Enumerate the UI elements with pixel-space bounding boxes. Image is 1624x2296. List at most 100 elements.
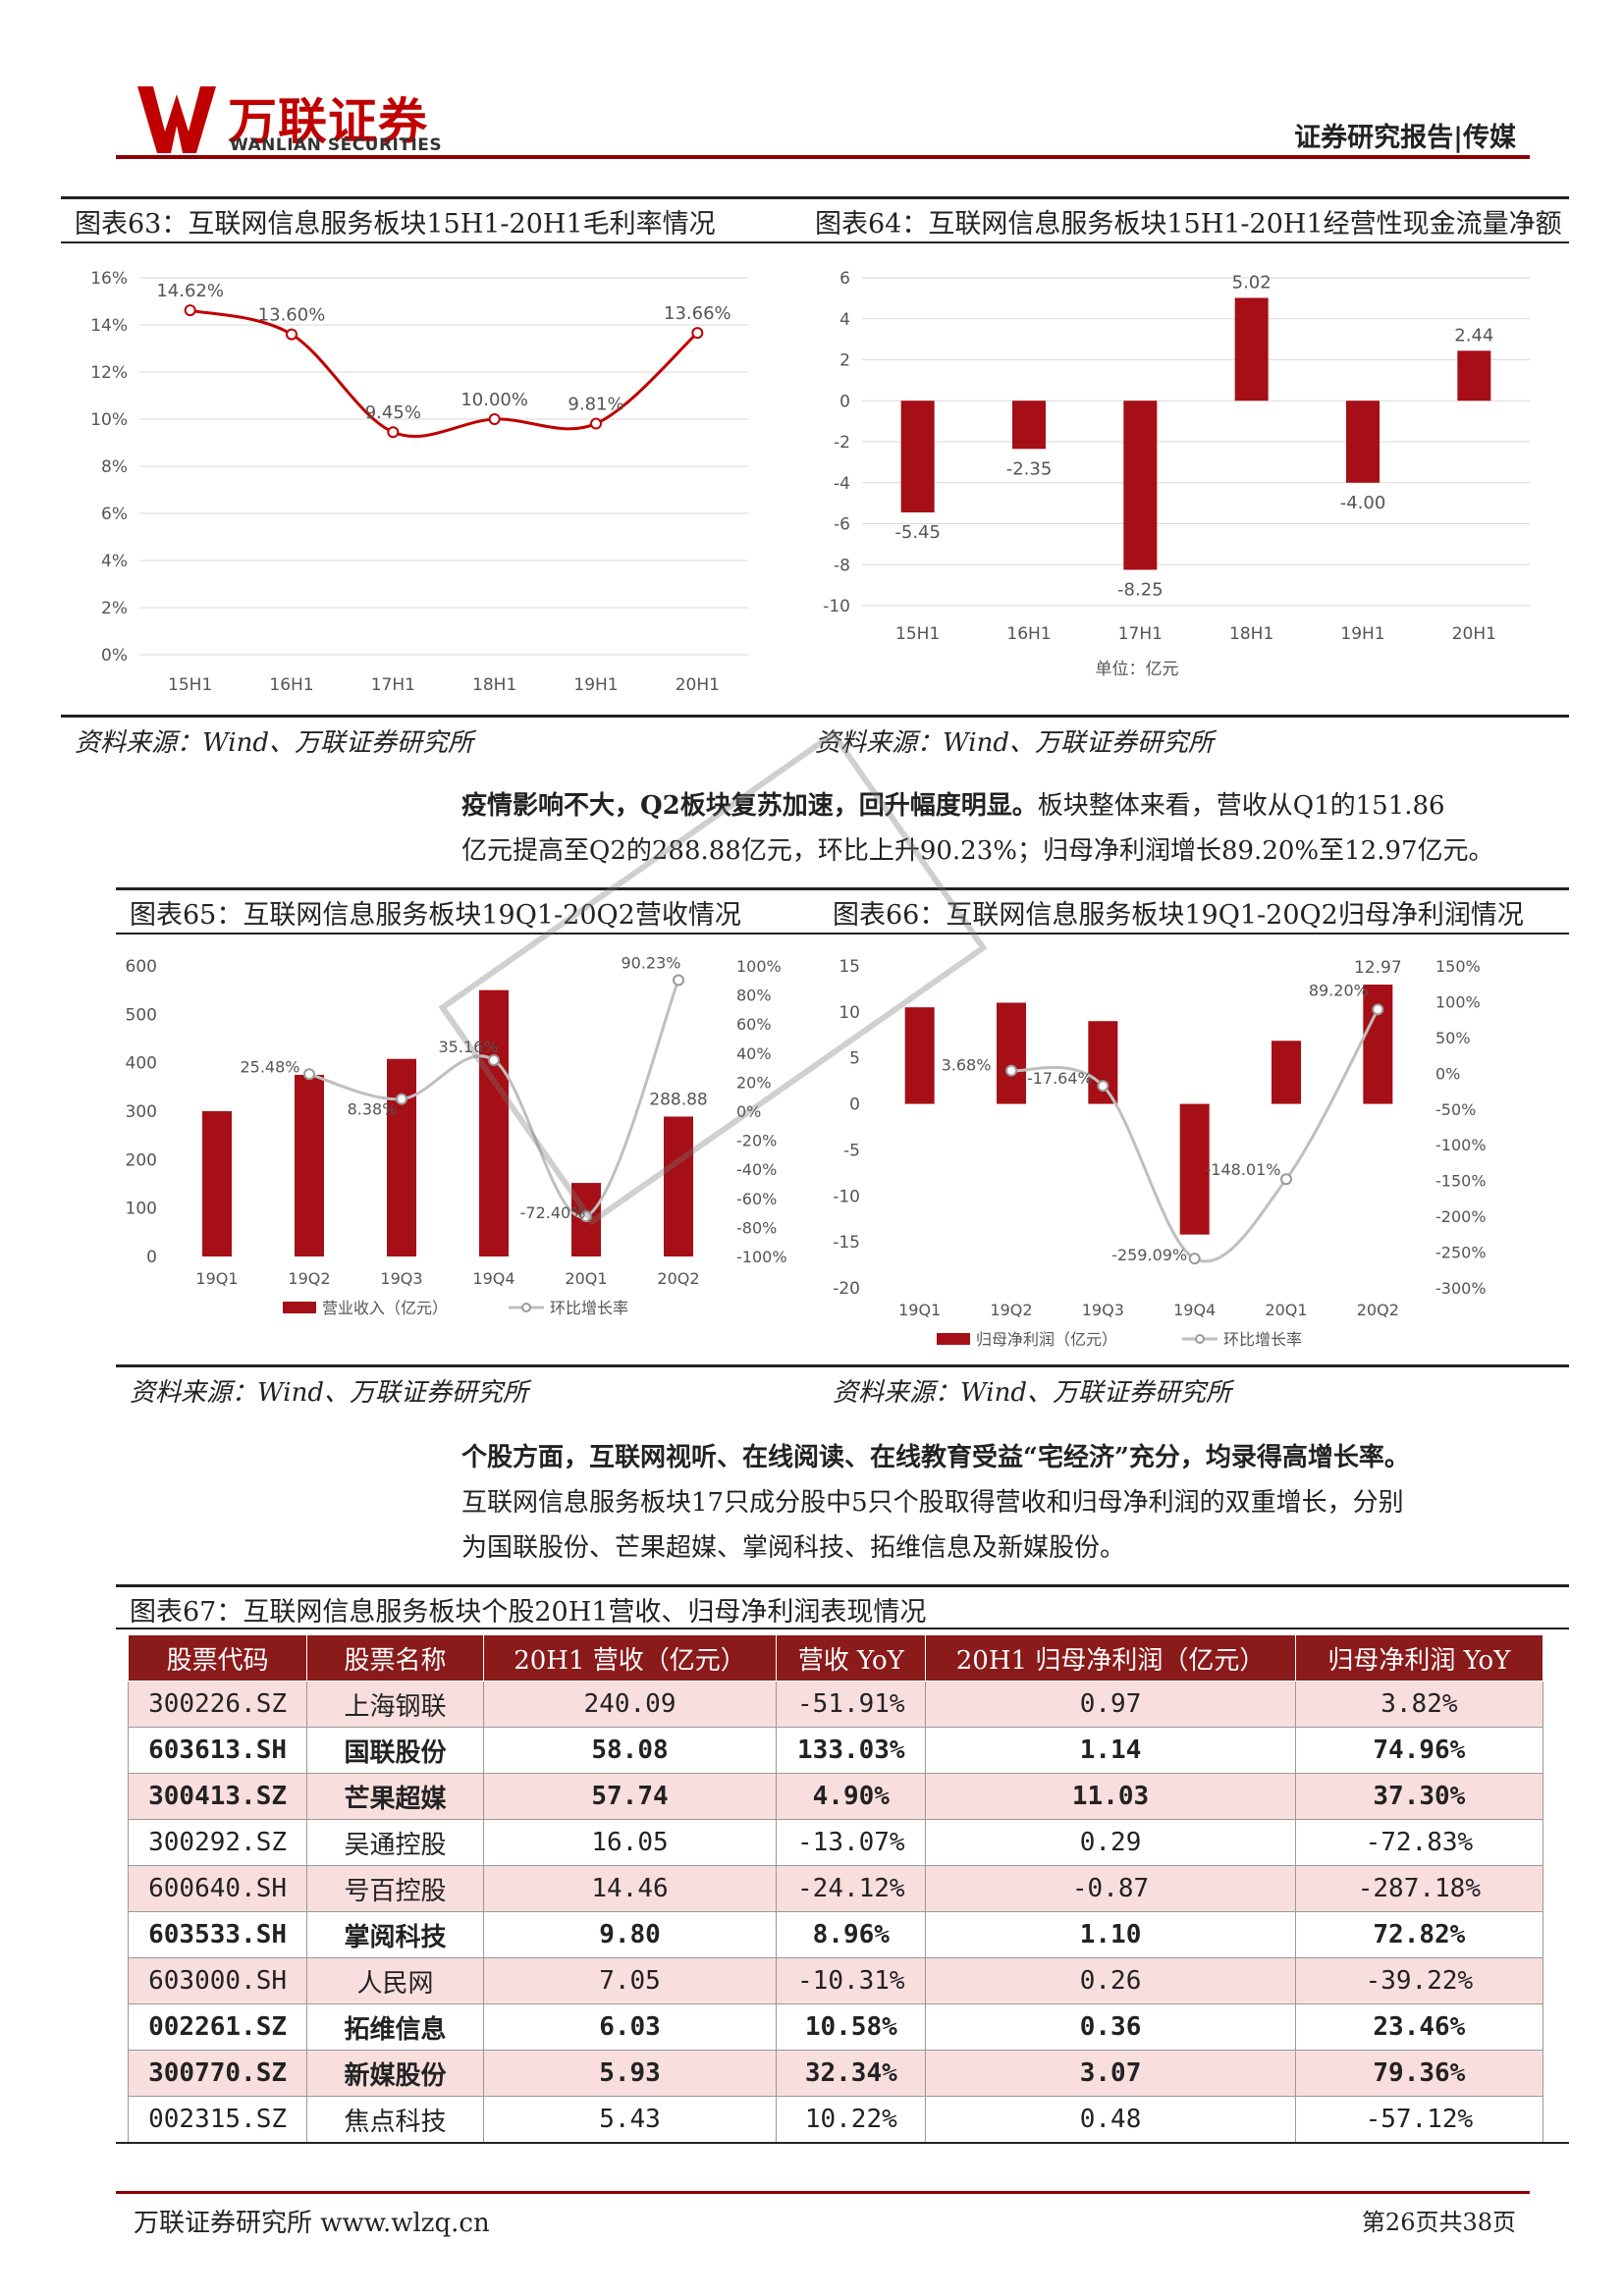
footer-divider <box>116 2191 1530 2194</box>
x-tick-label: 20Q2 <box>657 1269 699 1288</box>
table-cell: 300292.SZ <box>127 1819 308 1866</box>
bar <box>904 1007 935 1104</box>
fig65-66-top-rule <box>116 887 1569 890</box>
y-tick-label-left: 15 <box>839 957 860 977</box>
table-header-cell: 20H1 营收（亿元） <box>482 1634 778 1682</box>
table-cell: 79.36% <box>1294 2050 1544 2097</box>
data-label: 10.00% <box>460 390 528 410</box>
legend-label: 营业收入（亿元） <box>322 1299 448 1317</box>
data-label: -4.00 <box>1340 493 1386 513</box>
y-tick-label-right: 50% <box>1435 1029 1471 1047</box>
table-cell: 74.96% <box>1294 1727 1544 1774</box>
data-point <box>286 328 298 341</box>
legend-label: 环比增长率 <box>550 1299 628 1317</box>
bar <box>1457 350 1491 401</box>
y-tick-label-right: -100% <box>736 1248 787 1266</box>
x-tick-label: 19Q4 <box>472 1269 514 1288</box>
table-cell: 上海钢联 <box>306 1681 484 1728</box>
x-tick-label: 20Q1 <box>565 1269 607 1288</box>
bar <box>1123 400 1158 570</box>
y-tick-label-right: -200% <box>1435 1207 1487 1226</box>
bar-label: 288.88 <box>649 1090 707 1109</box>
y-tick-label: 0 <box>839 392 850 411</box>
legend-marker <box>1195 1334 1205 1344</box>
table-cell: 新媒股份 <box>306 2050 484 2097</box>
fig64-top-rule <box>803 196 1569 199</box>
table-cell: 人民网 <box>306 1957 484 2004</box>
table-cell: 300413.SZ <box>127 1773 308 1820</box>
table-cell: 拓维信息 <box>306 2003 484 2051</box>
y-tick-label: -6 <box>834 515 850 535</box>
y-tick-label-right: -80% <box>736 1218 777 1237</box>
table-cell: 603533.SH <box>127 1911 308 1958</box>
table-cell: 002261.SZ <box>127 2003 308 2051</box>
y-tick-label-right: -20% <box>736 1132 777 1150</box>
data-label: 9.81% <box>568 395 623 415</box>
logo-english: WANLIAN SECURITIES <box>230 135 443 155</box>
y-tick-label: -2 <box>834 433 850 453</box>
y-tick-label-right: -60% <box>736 1190 777 1208</box>
x-tick-label: 15H1 <box>895 624 940 644</box>
x-tick-label: 20H1 <box>676 675 720 695</box>
chart-net-profit-quarterly: -20 -15 -10 -5 0 5 10 15 -300% -250% -200% -150% -10… <box>833 957 1487 1349</box>
line-label: 25.48% <box>240 1057 299 1076</box>
fig65-66-title-rule <box>116 933 1569 934</box>
table-cell: 002315.SZ <box>127 2096 308 2143</box>
table-row: 300226.SZ 上海钢联 240.09 -51.91% 0.97 3.82% <box>127 1681 1544 1728</box>
bar <box>387 1058 416 1256</box>
y-tick-label: 0% <box>101 646 128 666</box>
line-label: 90.23% <box>621 953 680 972</box>
data-label: -8.25 <box>1117 579 1164 600</box>
data-point <box>488 413 501 425</box>
y-tick-label-right: 100% <box>1435 992 1481 1011</box>
y-tick-label-left: 100 <box>126 1200 157 1219</box>
table-header-cell: 20H1 归母净利润（亿元） <box>925 1634 1296 1682</box>
data-point <box>1188 1253 1201 1265</box>
y-tick-label: 2 <box>839 351 850 371</box>
y-tick-label: 2% <box>101 599 128 618</box>
table-cell: 300770.SZ <box>127 2050 308 2097</box>
fig63-title-rule <box>61 241 803 243</box>
table-cell: 14.46 <box>482 1865 778 1912</box>
table-cell: 11.03 <box>925 1773 1296 1820</box>
table-cell: 0.26 <box>925 1957 1296 2004</box>
x-tick-label: 18H1 <box>1229 624 1273 644</box>
data-label: -2.35 <box>1006 458 1053 479</box>
bar <box>295 1075 324 1256</box>
para2-line2: 互联网信息服务板块17只成分股中5只个股取得营收和归母净利润的双重增长，分别 <box>461 1488 1404 1518</box>
bar <box>202 1111 232 1256</box>
table-row: 002261.SZ 拓维信息 6.03 10.58% 0.36 23.46% <box>127 2003 1544 2051</box>
chart-operating-cashflow: -10 -8 -6 -4 -2 0 2 4 6 -5.45 15H1 -2.35 16H1 -8.25 17… <box>823 269 1530 679</box>
header-divider <box>116 155 1530 159</box>
y-tick-label-right: 150% <box>1435 957 1481 976</box>
table-cell: -287.18% <box>1294 1865 1544 1912</box>
para1-line2: 亿元提高至Q2的288.88亿元，环比上升90.23%；归母净利润增长89.20… <box>461 836 1494 866</box>
y-tick-label: 12% <box>90 363 128 383</box>
fig65-66-bottom-rule <box>116 1364 1569 1367</box>
data-point <box>1372 1003 1384 1016</box>
fig67-bottom-rule <box>116 2142 1569 2144</box>
y-tick-label: 14% <box>90 316 128 336</box>
bar-label: 12.97 <box>1354 958 1402 978</box>
y-tick-label-left: 10 <box>839 1003 860 1023</box>
x-tick-label: 19H1 <box>573 675 618 695</box>
y-tick-label-left: -10 <box>833 1187 860 1206</box>
line-label: -17.64% <box>1027 1069 1093 1088</box>
chart-revenue-quarterly: 0 100 200 300 400 500 600 -100% -80% -60% -40% -20%… <box>126 953 787 1317</box>
fig65-source: 资料来源：Wind、万联证券研究所 <box>130 1378 528 1408</box>
table-cell: 10.58% <box>776 2003 927 2051</box>
fig67-title-rule <box>116 1628 1569 1629</box>
table-header-row: 股票代码 股票名称 20H1 营收（亿元） 营收 YoY 20H1 归母净利润（亿元）归… <box>127 1634 1544 1682</box>
table-cell: -24.12% <box>776 1865 927 1912</box>
table-header-cell: 股票代码 <box>127 1634 308 1682</box>
table-row: 300413.SZ 芒果超媒 57.74 4.90% 11.03 37.30% <box>127 1773 1544 1820</box>
y-tick-label-left: 400 <box>126 1054 157 1074</box>
table-cell: 603613.SH <box>127 1727 308 1774</box>
y-tick-label-left: 0 <box>849 1095 860 1115</box>
fig64-title: 图表64：互联网信息服务板块15H1-20H1经营性现金流量净额 <box>815 209 1562 240</box>
y-tick-label-left: 5 <box>849 1049 860 1069</box>
fig65-title: 图表65：互联网信息服务板块19Q1-20Q2营收情况 <box>130 900 741 931</box>
table-cell: 32.34% <box>776 2050 927 2097</box>
x-tick-label: 19Q2 <box>990 1301 1032 1319</box>
y-tick-label: 6% <box>101 505 128 524</box>
